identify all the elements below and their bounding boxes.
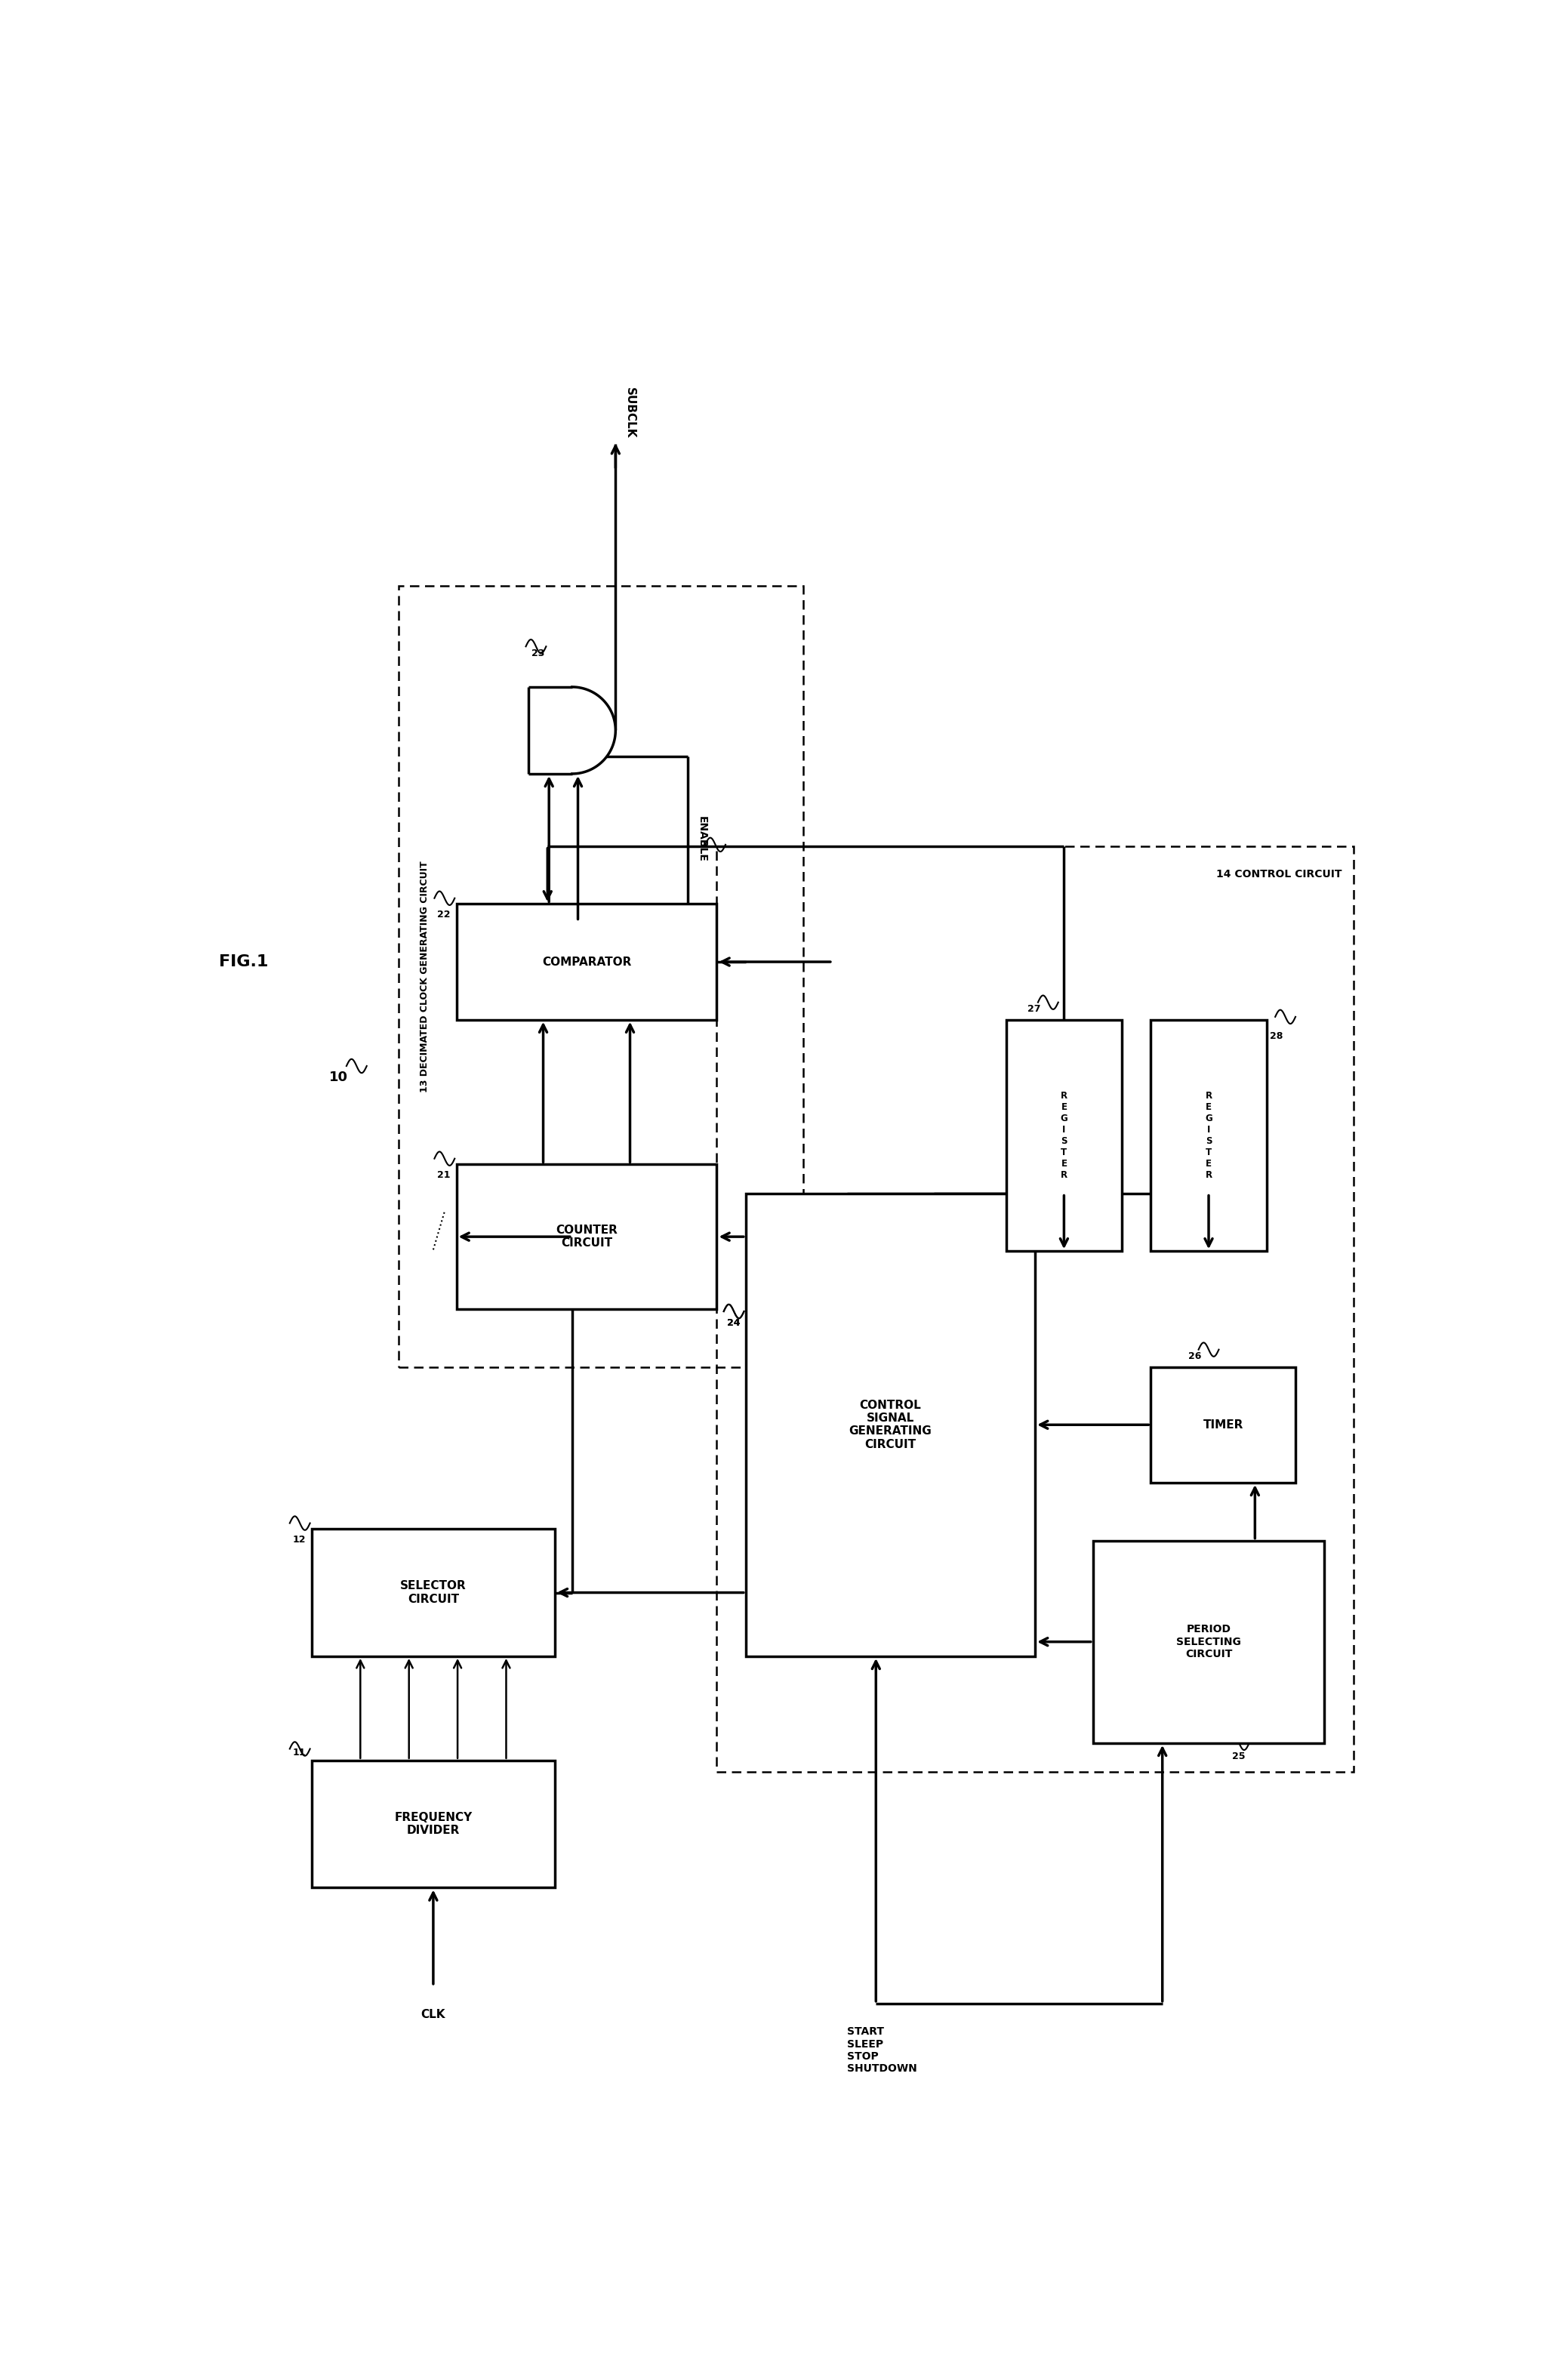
Text: COMPARATOR: COMPARATOR xyxy=(543,957,632,966)
Text: SUBCLK: SUBCLK xyxy=(624,388,635,437)
Text: CLK: CLK xyxy=(420,2009,445,2020)
Polygon shape xyxy=(528,688,616,773)
Text: 10: 10 xyxy=(329,1070,348,1085)
Text: PERIOD
SELECTING
CIRCUIT: PERIOD SELECTING CIRCUIT xyxy=(1176,1623,1242,1659)
Text: 27: 27 xyxy=(1027,1004,1041,1014)
FancyBboxPatch shape xyxy=(456,905,717,1021)
FancyBboxPatch shape xyxy=(1151,1366,1295,1482)
Text: 23: 23 xyxy=(532,647,544,657)
Text: 26: 26 xyxy=(1189,1352,1201,1361)
FancyBboxPatch shape xyxy=(746,1193,1035,1656)
FancyBboxPatch shape xyxy=(1151,1021,1267,1250)
Text: 24: 24 xyxy=(726,1319,740,1328)
Text: 12: 12 xyxy=(293,1534,306,1545)
Text: R
E
G
I
S
T
E
R: R E G I S T E R xyxy=(1204,1092,1212,1179)
FancyBboxPatch shape xyxy=(312,1529,555,1656)
Text: TIMER: TIMER xyxy=(1203,1420,1243,1430)
Text: 21: 21 xyxy=(437,1170,450,1179)
Text: 22: 22 xyxy=(437,910,450,919)
FancyBboxPatch shape xyxy=(1093,1541,1325,1744)
Text: 28: 28 xyxy=(1270,1030,1283,1042)
Text: R
E
G
I
S
T
E
R: R E G I S T E R xyxy=(1060,1092,1068,1179)
Text: CONTROL
SIGNAL
GENERATING
CIRCUIT: CONTROL SIGNAL GENERATING CIRCUIT xyxy=(848,1399,931,1451)
Text: 24: 24 xyxy=(726,1319,740,1328)
Text: 13 DECIMATED CLOCK GENERATING CIRCUIT: 13 DECIMATED CLOCK GENERATING CIRCUIT xyxy=(420,860,430,1092)
Text: START
SLEEP
STOP
SHUTDOWN: START SLEEP STOP SHUTDOWN xyxy=(847,2027,917,2075)
Text: SELECTOR
CIRCUIT: SELECTOR CIRCUIT xyxy=(400,1581,466,1604)
FancyBboxPatch shape xyxy=(456,1165,717,1309)
Text: ENABLE: ENABLE xyxy=(696,815,707,862)
Text: FIG.1: FIG.1 xyxy=(220,955,268,969)
FancyBboxPatch shape xyxy=(1007,1021,1121,1250)
Text: FREQUENCY
DIVIDER: FREQUENCY DIVIDER xyxy=(394,1812,472,1836)
Text: 14 CONTROL CIRCUIT: 14 CONTROL CIRCUIT xyxy=(1217,870,1342,879)
FancyBboxPatch shape xyxy=(312,1760,555,1888)
Text: COUNTER
CIRCUIT: COUNTER CIRCUIT xyxy=(555,1224,618,1250)
Text: 25: 25 xyxy=(1232,1751,1245,1760)
Text: 11: 11 xyxy=(293,1749,306,1758)
